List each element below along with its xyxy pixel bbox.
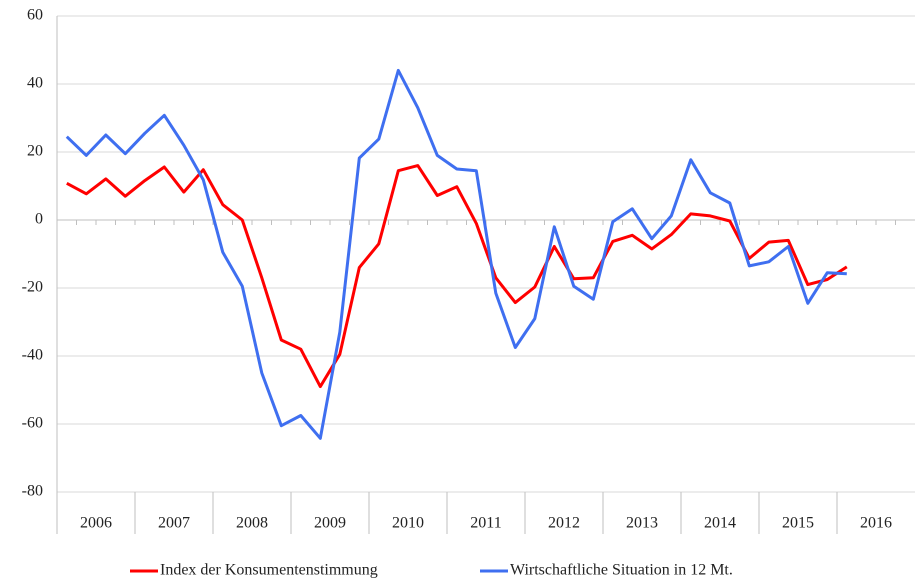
x-tick-label: 2006	[80, 515, 112, 532]
legend-label: Wirtschaftliche Situation in 12 Mt.	[510, 562, 733, 579]
x-tick-label: 2014	[704, 515, 736, 532]
y-tick-label: 40	[27, 75, 43, 92]
series-line	[65, 68, 847, 440]
y-tick-label: -80	[22, 483, 43, 500]
y-tick-label: 20	[27, 143, 43, 160]
y-tick-label: 0	[35, 211, 43, 228]
x-tick-label: 2016	[860, 515, 892, 532]
x-tick-label: 2015	[782, 515, 814, 532]
x-tick-label: 2007	[158, 515, 190, 532]
x-tick-label: 2013	[626, 515, 658, 532]
y-tick-label: -60	[22, 415, 43, 432]
series-line	[66, 164, 848, 389]
y-tick-label: -40	[22, 347, 43, 364]
x-tick-label: 2008	[236, 515, 268, 532]
x-tick-label: 2012	[548, 515, 580, 532]
y-tick-label: 60	[27, 7, 43, 24]
y-tick-label: -20	[22, 279, 43, 296]
x-tick-label: 2010	[392, 515, 424, 532]
legend-label: Index der Konsumentenstimmung	[160, 562, 378, 579]
x-tick-label: 2009	[314, 515, 346, 532]
x-tick-label: 2011	[470, 515, 501, 532]
